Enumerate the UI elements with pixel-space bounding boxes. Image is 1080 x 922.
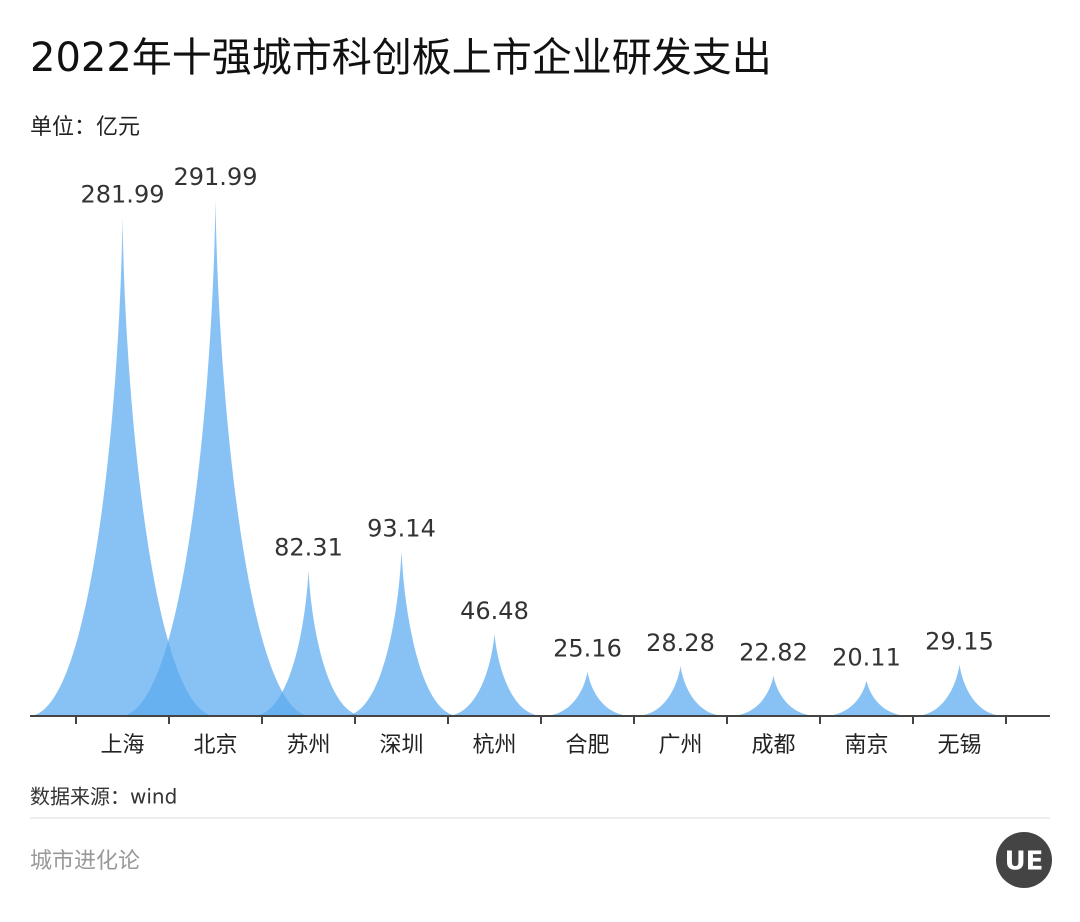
value-label: 29.15: [925, 627, 994, 655]
x-tick-label: 成都: [751, 733, 795, 758]
value-label: 281.99: [81, 181, 165, 209]
plot-area: [28, 200, 1006, 716]
value-label: 25.16: [553, 635, 622, 663]
spike: [28, 217, 217, 716]
x-tick-label: 南京: [844, 733, 888, 758]
logo: [996, 832, 1052, 888]
value-label: 46.48: [460, 597, 529, 625]
value-label: 291.99: [174, 163, 258, 191]
x-tick-label: 上海: [100, 733, 144, 758]
spike: [822, 680, 911, 716]
spike: [343, 551, 460, 716]
x-tick-label: 杭州: [472, 733, 516, 758]
value-label: 93.14: [367, 514, 436, 542]
x-tick-label: 深圳: [379, 733, 423, 758]
x-tick-label: 合肥: [565, 733, 609, 758]
spike: [445, 633, 544, 716]
source: 数据来源：wind: [30, 785, 177, 809]
x-tick-label: 北京: [193, 733, 237, 758]
unit-label: 单位：亿元: [30, 115, 140, 140]
value-label: 20.11: [832, 643, 901, 671]
spike: [729, 675, 818, 716]
spike: [913, 664, 1006, 716]
spike: [542, 671, 633, 716]
chart-title: 2022年十强城市科创板上市企业研发支出: [30, 35, 772, 81]
value-label: 28.28: [646, 629, 715, 657]
value-label: 22.82: [739, 639, 808, 667]
x-tick-label: 苏州: [286, 733, 330, 758]
x-tick-label: 无锡: [937, 733, 981, 758]
value-label: 82.31: [274, 534, 343, 562]
logo-text: UE: [1005, 847, 1044, 877]
spike: [120, 200, 311, 716]
spike: [635, 666, 726, 716]
x-tick-label: 广州: [658, 733, 702, 758]
spike: [252, 570, 365, 716]
brand: 城市进化论: [30, 849, 140, 874]
